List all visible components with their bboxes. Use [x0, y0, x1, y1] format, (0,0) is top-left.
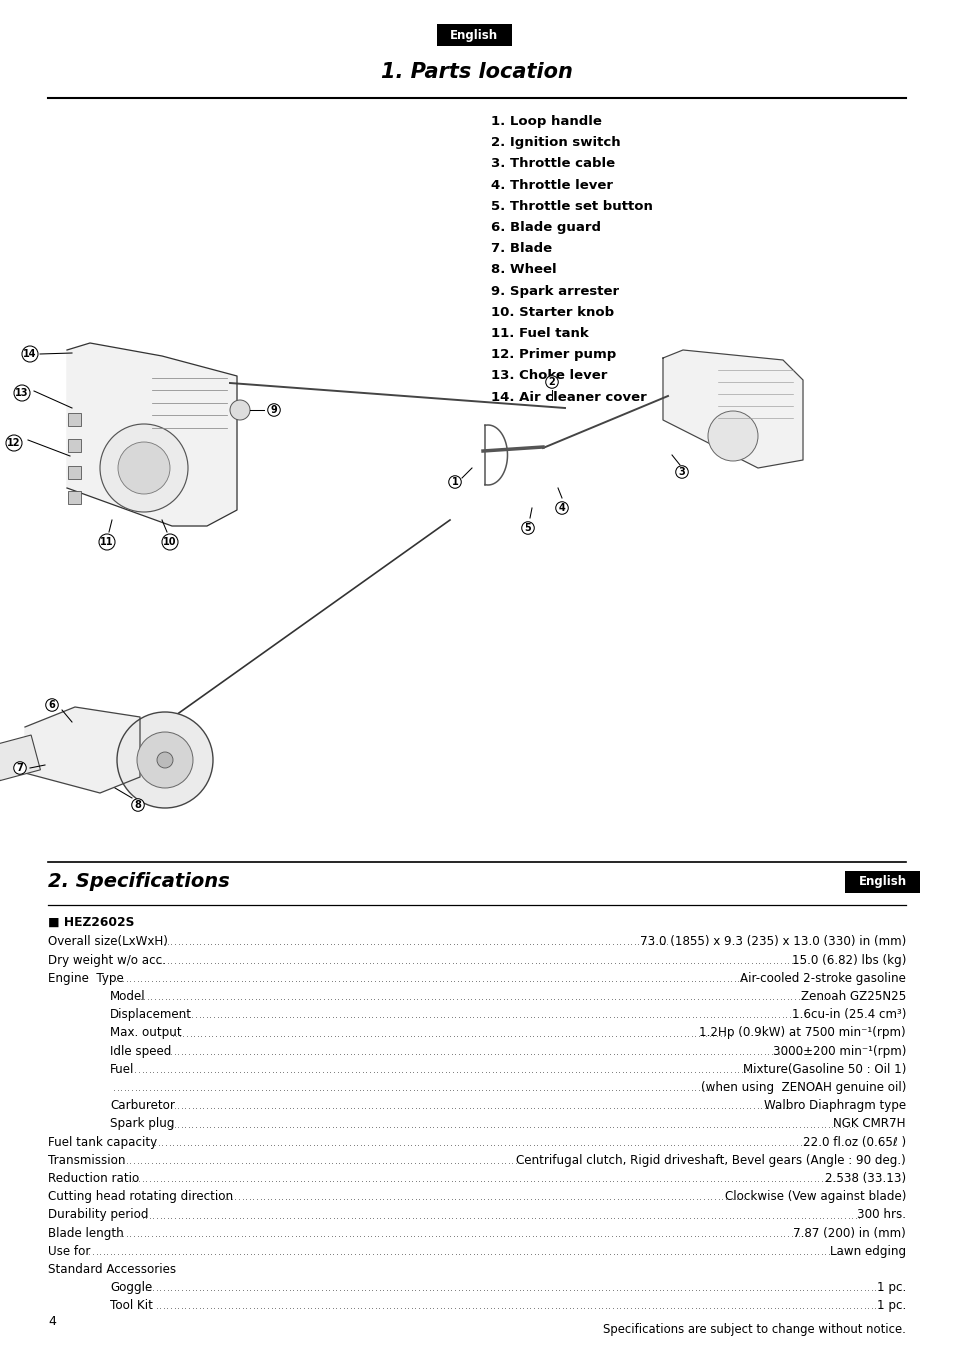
Text: Carburetor: Carburetor [110, 1100, 174, 1112]
Text: 15.0 (6.82) lbs (kg): 15.0 (6.82) lbs (kg) [791, 953, 905, 967]
Text: 4: 4 [558, 503, 565, 514]
Text: Transmission: Transmission [48, 1154, 126, 1167]
Text: Spark plug: Spark plug [110, 1117, 174, 1131]
Text: Max. output: Max. output [110, 1026, 181, 1039]
Polygon shape [25, 706, 140, 793]
Text: 14: 14 [23, 349, 37, 359]
Bar [68, 412, 81, 426]
Text: Model: Model [110, 989, 146, 1003]
Bar [68, 439, 81, 452]
Circle shape [118, 442, 170, 493]
Text: Overall size(LxWxH): Overall size(LxWxH) [48, 936, 168, 949]
Text: 2. Specifications: 2. Specifications [48, 872, 230, 891]
Text: Clockwise (Vew against blade): Clockwise (Vew against blade) [724, 1190, 905, 1204]
Text: 14. Air cleaner cover: 14. Air cleaner cover [491, 391, 646, 403]
Text: 4: 4 [48, 1316, 56, 1329]
Text: 1. Loop handle: 1. Loop handle [491, 115, 601, 128]
Text: 9: 9 [271, 404, 277, 415]
Text: 7: 7 [16, 763, 24, 772]
Text: Zenoah GZ25N25: Zenoah GZ25N25 [800, 989, 905, 1003]
Text: Cutting head rotating direction: Cutting head rotating direction [48, 1190, 233, 1204]
Text: 1.6cu-in (25.4 cm³): 1.6cu-in (25.4 cm³) [791, 1008, 905, 1022]
Text: 22.0 fl.oz (0.65ℓ ): 22.0 fl.oz (0.65ℓ ) [802, 1136, 905, 1148]
Text: 5: 5 [524, 523, 531, 532]
Text: NGK CMR7H: NGK CMR7H [833, 1117, 905, 1131]
Circle shape [100, 425, 188, 512]
Text: 12. Primer pump: 12. Primer pump [491, 348, 616, 361]
Text: 3: 3 [678, 466, 684, 477]
Bar [0, 735, 40, 780]
Text: 11: 11 [100, 537, 113, 547]
Text: 8. Wheel: 8. Wheel [491, 263, 557, 276]
Text: 2. Ignition switch: 2. Ignition switch [491, 136, 620, 150]
Text: Walbro Diaphragm type: Walbro Diaphragm type [763, 1100, 905, 1112]
Text: Mixture(Gasoline 50 : Oil 1): Mixture(Gasoline 50 : Oil 1) [741, 1064, 905, 1076]
Text: 7.87 (200) in (mm): 7.87 (200) in (mm) [792, 1227, 905, 1240]
Text: 5. Throttle set button: 5. Throttle set button [491, 200, 653, 213]
Text: 13. Choke lever: 13. Choke lever [491, 369, 607, 383]
Bar [436, 24, 511, 46]
Text: Engine  Type: Engine Type [48, 972, 124, 985]
Text: Dry weight w/o acc.: Dry weight w/o acc. [48, 953, 166, 967]
Circle shape [137, 732, 193, 789]
Text: 3. Throttle cable: 3. Throttle cable [491, 158, 615, 170]
Text: ■ HEZ2602S: ■ HEZ2602S [48, 915, 134, 929]
Polygon shape [662, 350, 802, 468]
Text: 1. Parts location: 1. Parts location [380, 62, 573, 82]
Circle shape [707, 411, 758, 461]
Text: 1 pc.: 1 pc. [876, 1282, 905, 1294]
Text: 73.0 (1855) x 9.3 (235) x 13.0 (330) in (mm): 73.0 (1855) x 9.3 (235) x 13.0 (330) in … [639, 936, 905, 949]
Text: 12: 12 [8, 438, 21, 448]
Text: Displacement: Displacement [110, 1008, 192, 1022]
Text: Fuel: Fuel [110, 1064, 134, 1076]
Circle shape [157, 752, 172, 768]
Bar [68, 491, 81, 504]
Text: 2: 2 [548, 377, 555, 387]
Text: Use for: Use for [48, 1246, 91, 1258]
Text: 1: 1 [451, 477, 457, 487]
Text: 8: 8 [134, 799, 141, 810]
Text: Specifications are subject to change without notice.: Specifications are subject to change wit… [602, 1322, 905, 1336]
Text: 10: 10 [163, 537, 176, 547]
Text: 7. Blade: 7. Blade [491, 243, 552, 255]
Circle shape [230, 400, 250, 421]
Text: Air-cooled 2-stroke gasoline: Air-cooled 2-stroke gasoline [740, 972, 905, 985]
Text: 6. Blade guard: 6. Blade guard [491, 221, 600, 235]
Text: 1.2Hp (0.9kW) at 7500 min⁻¹(rpm): 1.2Hp (0.9kW) at 7500 min⁻¹(rpm) [699, 1026, 905, 1039]
Text: 2.538 (33.13): 2.538 (33.13) [824, 1173, 905, 1185]
Text: 11. Fuel tank: 11. Fuel tank [491, 328, 588, 340]
Text: Durability period: Durability period [48, 1209, 149, 1221]
Text: 10. Starter knob: 10. Starter knob [491, 306, 614, 318]
Text: English: English [858, 875, 905, 888]
Text: 1 pc.: 1 pc. [876, 1299, 905, 1313]
Circle shape [117, 712, 213, 807]
Polygon shape [67, 342, 236, 526]
Text: 6: 6 [49, 700, 55, 710]
Bar [844, 871, 919, 892]
Text: Lawn edging: Lawn edging [829, 1246, 905, 1258]
Text: 300 hrs.: 300 hrs. [856, 1209, 905, 1221]
Text: Idle speed: Idle speed [110, 1045, 172, 1058]
Text: Goggle: Goggle [110, 1282, 152, 1294]
Text: 13: 13 [15, 388, 29, 398]
Text: Blade length: Blade length [48, 1227, 124, 1240]
Text: 9. Spark arrester: 9. Spark arrester [491, 284, 618, 298]
Text: Reduction ratio: Reduction ratio [48, 1173, 139, 1185]
Text: 4. Throttle lever: 4. Throttle lever [491, 178, 613, 191]
Bar [68, 466, 81, 479]
Text: Fuel tank capacity: Fuel tank capacity [48, 1136, 157, 1148]
Text: Centrifugal clutch, Rigid driveshaft, Bevel gears (Angle : 90 deg.): Centrifugal clutch, Rigid driveshaft, Be… [516, 1154, 905, 1167]
Text: English: English [450, 28, 497, 42]
Text: 3000±200 min⁻¹(rpm): 3000±200 min⁻¹(rpm) [772, 1045, 905, 1058]
Text: (when using  ZENOAH genuine oil): (when using ZENOAH genuine oil) [700, 1081, 905, 1095]
Text: Standard Accessories: Standard Accessories [48, 1263, 176, 1277]
Text: Tool Kit: Tool Kit [110, 1299, 152, 1313]
